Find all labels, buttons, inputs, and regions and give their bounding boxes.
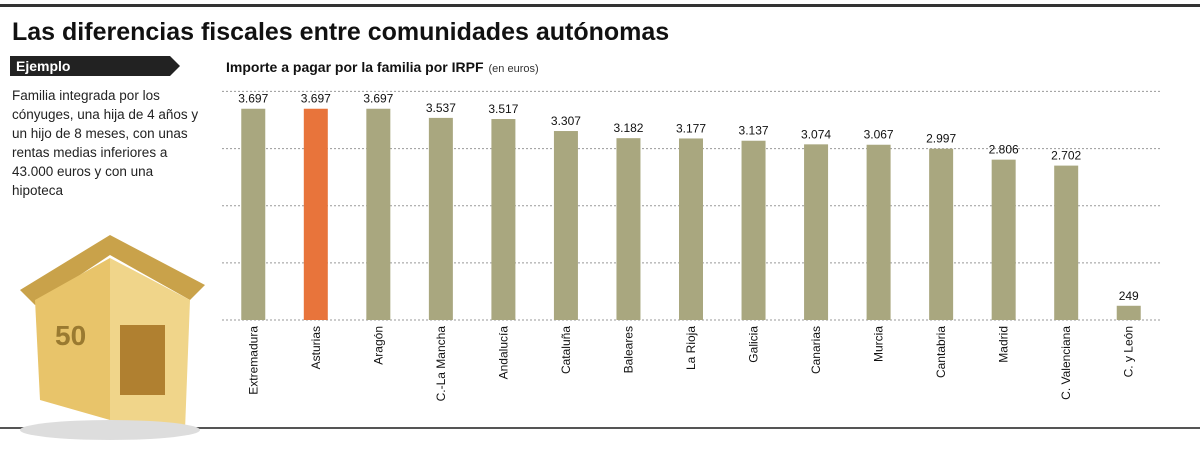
value-label: 3.697	[363, 92, 393, 106]
x-tick-label: Madrid	[997, 326, 1011, 363]
x-tick-label: La Rioja	[684, 326, 698, 370]
bar	[241, 108, 266, 320]
value-label: 3.517	[488, 102, 518, 116]
value-label: 2.806	[989, 143, 1019, 157]
bar	[428, 117, 453, 320]
value-label: 3.182	[613, 121, 643, 135]
bottom-rule	[0, 427, 1200, 429]
x-tick-label: Andalucía	[496, 326, 510, 380]
x-tick-label: Cantabria	[934, 326, 948, 378]
x-tick-label: Extremadura	[246, 326, 260, 395]
value-label: 3.697	[238, 92, 268, 106]
bar	[929, 148, 954, 320]
bar	[491, 119, 516, 321]
bar	[679, 138, 703, 320]
value-label: 3.177	[676, 121, 706, 135]
svg-text:50: 50	[55, 320, 86, 351]
x-tick-label: Asturias	[309, 326, 323, 369]
bar	[1116, 305, 1141, 320]
x-tick-label: Galicia	[747, 326, 761, 363]
chart-title: Las diferencias fiscales entre comunidad…	[12, 18, 669, 46]
bar	[616, 138, 641, 320]
value-label: 3.137	[739, 124, 769, 138]
x-tick-label: Murcia	[872, 326, 886, 362]
bar	[741, 140, 766, 320]
value-label: 3.074	[801, 127, 831, 141]
label-text: Ejemplo	[16, 58, 70, 74]
value-label: 3.307	[551, 114, 581, 128]
value-label: 3.067	[864, 128, 894, 142]
bar	[991, 159, 1016, 320]
x-tick-label: Canarias	[809, 326, 823, 374]
value-label: 3.697	[301, 92, 331, 106]
bar	[804, 144, 829, 320]
value-label: 3.537	[426, 101, 456, 115]
x-tick-label: C. Valenciana	[1059, 326, 1073, 400]
top-rule	[0, 4, 1200, 7]
x-tick-label: Aragón	[371, 326, 385, 365]
label-tag	[10, 56, 180, 76]
value-label: 2.702	[1051, 149, 1081, 163]
unit-label: (en euros)	[489, 63, 539, 75]
value-label: 249	[1119, 289, 1139, 303]
bar	[866, 144, 891, 320]
x-tick-label: C. y León	[1122, 326, 1136, 377]
chart-subtitle: Importe a pagar por la familia por IRPF	[226, 59, 484, 75]
x-tick-label: Cataluña	[559, 326, 573, 374]
description: Familia integrada por los cónyuges, una …	[12, 88, 199, 198]
bar	[1054, 165, 1079, 320]
bar	[553, 131, 578, 320]
bar	[366, 108, 391, 320]
house-illustration: 50	[20, 235, 205, 440]
x-tick-label: C.-La Mancha	[434, 326, 448, 402]
value-label: 2.997	[926, 132, 956, 146]
x-tick-label: Baleares	[621, 326, 635, 373]
bar	[303, 108, 328, 320]
